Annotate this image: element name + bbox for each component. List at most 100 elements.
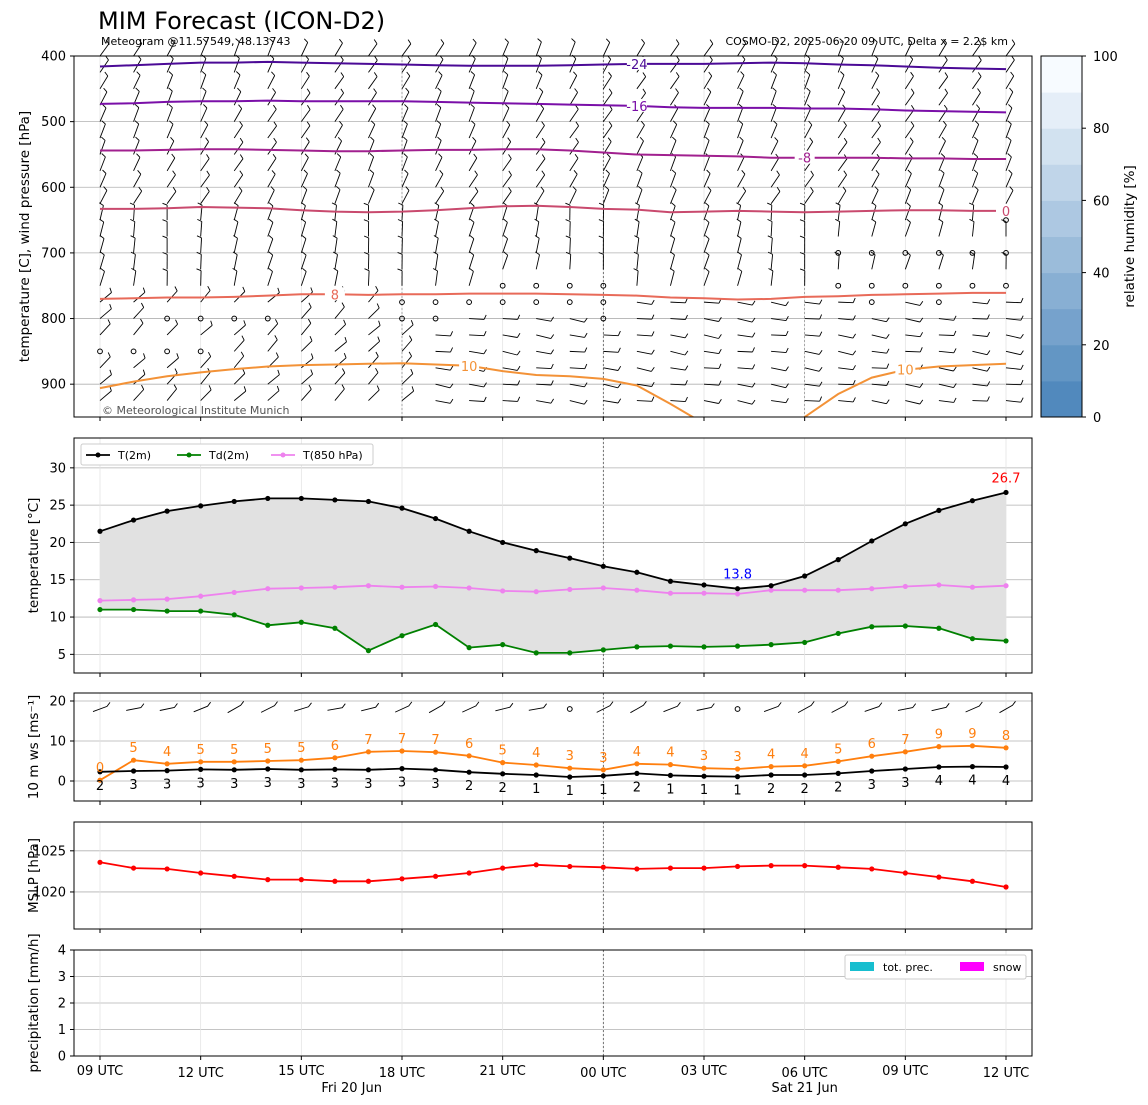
calm-circle <box>566 282 573 289</box>
data-point <box>600 585 606 591</box>
wind-barb-flag <box>206 187 210 192</box>
wind-barb-flag <box>470 103 475 108</box>
wind-barb-flag <box>134 120 139 125</box>
wind-barb <box>401 190 410 204</box>
wind-barb <box>401 339 413 352</box>
wind-barb-flag <box>449 383 454 389</box>
wind-barb <box>435 400 451 404</box>
wind-barb <box>871 189 879 204</box>
wind-barb <box>703 107 711 122</box>
wind-barb-flag <box>235 38 240 43</box>
wind-barb-flag <box>336 169 341 174</box>
wind-barb <box>602 125 613 139</box>
wind-barb-flag <box>274 335 278 341</box>
wind-barb <box>233 41 240 57</box>
y-axis-label: temperature [C], wind pressure [hPa] <box>17 111 33 362</box>
wind-barb <box>636 367 652 372</box>
data-point <box>533 862 539 868</box>
isotherm-line <box>99 362 1007 417</box>
wind-barb-flag <box>332 235 338 239</box>
wind-barb <box>703 271 710 286</box>
wind-barb <box>469 350 484 355</box>
calm-circle <box>399 315 405 322</box>
wind-barb <box>200 221 203 237</box>
wind-barb-flag <box>819 299 823 305</box>
wind-barb <box>703 43 714 57</box>
wind-barb-flag <box>239 170 244 176</box>
calm-circle <box>264 315 271 322</box>
data-point <box>1003 583 1009 589</box>
mean-wind-label: 3 <box>197 776 205 791</box>
series-gust <box>97 743 1009 783</box>
wind-barb-flag <box>550 380 554 386</box>
wind-barb-flag <box>306 121 311 126</box>
mean-wind-label: 1 <box>733 784 741 799</box>
wind-barb <box>166 191 177 204</box>
wind-barb <box>435 238 439 253</box>
wind-barb <box>233 190 243 204</box>
wind-barb-flag <box>986 331 991 337</box>
data-point <box>969 743 976 749</box>
wind-barb <box>536 383 552 386</box>
wind-barb-flag <box>238 104 243 109</box>
wind-barb-flag <box>705 136 710 141</box>
wind-barb-flag <box>986 314 990 320</box>
wind-barb-flag <box>772 87 777 92</box>
wind-barb <box>233 373 246 385</box>
wind-barb-flag <box>574 153 579 159</box>
data-point <box>835 630 841 637</box>
wind-barb-flag <box>906 251 911 256</box>
wind-barb-flag <box>370 186 375 191</box>
gust-label: 5 <box>834 742 842 757</box>
wind-barb <box>435 367 451 371</box>
wind-barb <box>368 76 378 90</box>
wind-barb-flag <box>238 186 243 192</box>
isotherm: 10 10 <box>99 358 1007 417</box>
legend-label: snow <box>993 961 1021 974</box>
wind-barb-flag <box>370 136 375 141</box>
wind-barb-flag <box>472 38 477 44</box>
wind-barb <box>401 123 408 139</box>
calm-circle <box>566 706 573 712</box>
wind-barb-flag <box>268 267 273 272</box>
panel-frame <box>73 55 1033 418</box>
calm-circle <box>164 348 171 355</box>
wind-barb-flag <box>102 169 107 174</box>
wind-barb-flag <box>919 332 923 337</box>
colorbar-tick-label: 80 <box>1093 122 1110 137</box>
data-point <box>231 498 237 505</box>
data-point <box>533 772 539 778</box>
wind-barb <box>938 221 944 237</box>
wind-barb-flag <box>751 399 756 405</box>
wind-barb-flag <box>203 104 208 109</box>
wind-barb-flag <box>670 235 675 239</box>
wind-barb-flag <box>634 218 640 223</box>
colorbar-tick-label: 0 <box>1093 411 1101 426</box>
wind-barb <box>133 140 140 155</box>
wind-barb-flag <box>852 397 856 403</box>
wind-barb-flag <box>101 120 106 125</box>
wind-barb-flag <box>483 331 487 336</box>
wind-barb-flag <box>973 136 979 141</box>
wind-barb-flag <box>239 121 243 126</box>
wind-barb <box>301 373 313 385</box>
wind-barb-flag <box>785 330 789 336</box>
gust-label: 4 <box>633 745 641 760</box>
wind-barb <box>200 254 202 270</box>
wind-barb <box>368 140 375 155</box>
wind-barb-flag <box>333 267 339 272</box>
wind-barb-flag <box>472 136 477 142</box>
wind-barb-flag <box>409 335 413 341</box>
calm-circle <box>734 706 741 712</box>
wind-barb-flag <box>363 202 369 206</box>
data-point <box>936 744 942 750</box>
data-point <box>432 767 439 773</box>
data-point <box>500 539 506 546</box>
wind-barb-flag <box>450 365 454 371</box>
wind-barb-flag <box>130 251 136 255</box>
wind-barb-flag <box>785 315 789 321</box>
wind-barb-flag <box>976 104 980 109</box>
wind-barb <box>435 43 445 57</box>
wind-barb <box>535 190 545 204</box>
wind-barb-flag <box>874 186 879 191</box>
